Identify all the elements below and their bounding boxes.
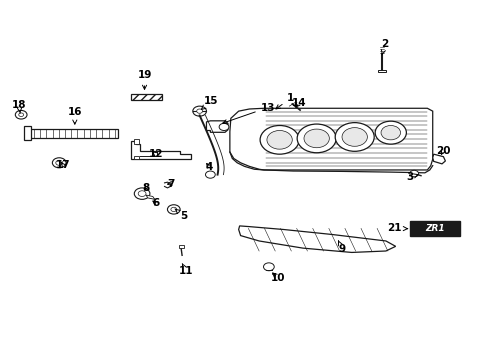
Circle shape	[15, 111, 27, 119]
Circle shape	[380, 126, 400, 140]
Circle shape	[192, 106, 206, 116]
Circle shape	[170, 207, 176, 212]
Polygon shape	[24, 126, 31, 140]
Text: 19: 19	[137, 70, 151, 89]
Polygon shape	[134, 156, 139, 159]
Text: 15: 15	[201, 96, 218, 109]
Text: 10: 10	[270, 273, 285, 283]
Circle shape	[297, 124, 335, 153]
Text: 3: 3	[406, 172, 417, 182]
Polygon shape	[432, 154, 445, 164]
Text: 5: 5	[175, 209, 187, 221]
Polygon shape	[229, 108, 432, 170]
Text: 11: 11	[179, 264, 193, 276]
Circle shape	[334, 123, 373, 151]
Text: 14: 14	[291, 98, 306, 108]
Circle shape	[260, 126, 299, 154]
Circle shape	[52, 158, 66, 168]
Circle shape	[134, 188, 150, 199]
Polygon shape	[131, 94, 161, 100]
Polygon shape	[131, 140, 190, 159]
Text: ZR1: ZR1	[425, 224, 444, 233]
Text: 4: 4	[205, 162, 213, 172]
Text: 7: 7	[167, 179, 175, 189]
Text: 21: 21	[386, 224, 407, 233]
Text: 13: 13	[223, 103, 275, 124]
Circle shape	[409, 170, 418, 177]
Text: 9: 9	[338, 241, 345, 254]
Text: 18: 18	[12, 100, 26, 113]
Circle shape	[56, 160, 62, 165]
Text: 20: 20	[435, 145, 450, 156]
Circle shape	[196, 109, 202, 113]
Circle shape	[167, 205, 180, 214]
Text: 16: 16	[67, 107, 82, 124]
Text: 2: 2	[381, 40, 388, 55]
Circle shape	[138, 191, 146, 197]
Text: 1: 1	[275, 93, 294, 109]
Circle shape	[374, 121, 406, 144]
Polygon shape	[206, 121, 227, 132]
Text: 6: 6	[152, 198, 159, 208]
Polygon shape	[238, 226, 395, 252]
Circle shape	[341, 128, 366, 146]
Polygon shape	[30, 129, 118, 138]
Polygon shape	[146, 195, 155, 199]
Text: 8: 8	[142, 183, 149, 193]
Text: 12: 12	[148, 149, 163, 159]
Circle shape	[219, 123, 228, 131]
Polygon shape	[178, 245, 183, 248]
FancyBboxPatch shape	[409, 221, 459, 236]
Circle shape	[263, 263, 274, 271]
Circle shape	[205, 171, 215, 178]
Circle shape	[266, 131, 292, 149]
Polygon shape	[134, 139, 139, 144]
Polygon shape	[377, 69, 385, 72]
Text: 17: 17	[56, 160, 70, 170]
Circle shape	[19, 113, 23, 117]
Circle shape	[304, 129, 329, 148]
